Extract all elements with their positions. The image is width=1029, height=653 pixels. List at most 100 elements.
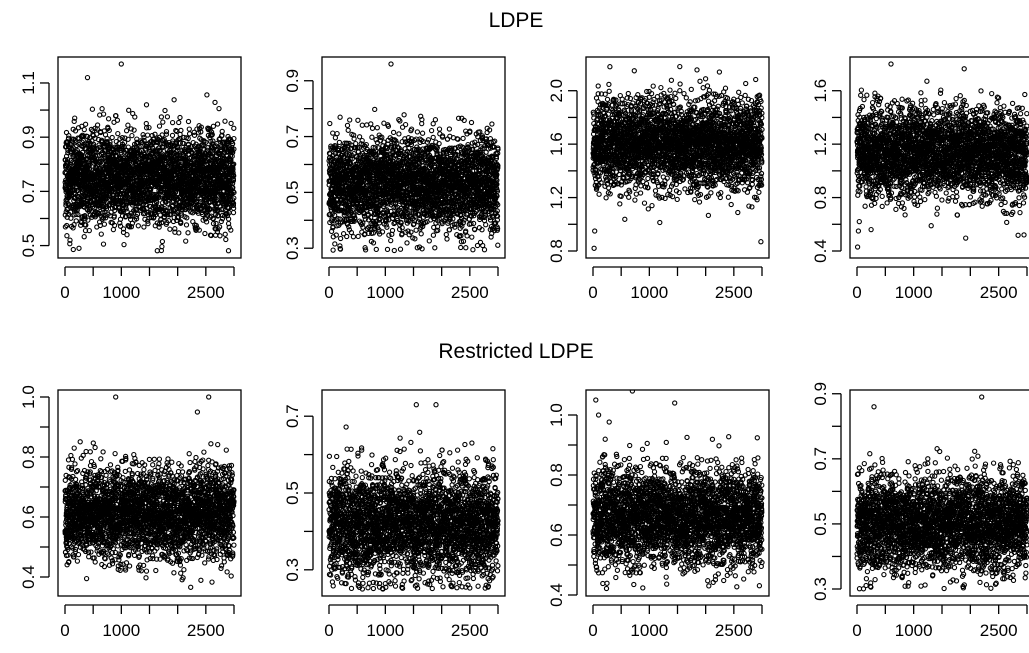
data-point (143, 102, 150, 108)
y-tick-label: 0.3 (283, 236, 302, 260)
data-point (344, 122, 351, 129)
data-point (166, 218, 172, 224)
data-point (230, 209, 237, 216)
data-point (430, 232, 437, 238)
data-point (344, 140, 350, 146)
data-point (176, 230, 182, 236)
data-point (350, 234, 357, 240)
data-point (412, 236, 418, 242)
data-point (110, 226, 117, 233)
data-point (362, 247, 369, 253)
data-point (177, 114, 183, 121)
data-point (373, 246, 379, 253)
data-point (372, 106, 378, 113)
data-point (64, 206, 70, 213)
data-point (195, 193, 201, 199)
data-point (411, 221, 417, 227)
data-point (159, 132, 165, 138)
data-point (70, 145, 76, 151)
data-point (82, 121, 89, 127)
data-point (100, 111, 107, 117)
data-point (191, 132, 198, 138)
plot-frame (57, 56, 242, 259)
data-point (414, 129, 421, 135)
data-point (399, 139, 405, 145)
data-point (210, 220, 217, 227)
data-point (327, 120, 333, 127)
data-point (349, 156, 355, 162)
data-point (118, 61, 124, 67)
data-point (351, 218, 357, 224)
data-point (340, 183, 346, 189)
data-point (391, 137, 398, 143)
data-point (330, 130, 336, 136)
data-point (332, 151, 339, 157)
data-point (73, 218, 79, 224)
data-point (432, 117, 439, 123)
data-point (75, 187, 81, 194)
data-point (381, 139, 387, 145)
data-point (230, 205, 237, 211)
data-point (219, 128, 225, 135)
data-point (163, 131, 170, 137)
data-point (155, 139, 161, 146)
data-point (119, 134, 125, 141)
data-point (89, 106, 96, 112)
data-point (215, 207, 221, 214)
data-point (141, 224, 147, 230)
data-point (98, 231, 104, 237)
data-point (81, 126, 87, 133)
data-point (94, 122, 101, 128)
data-point (210, 123, 217, 129)
data-point (383, 216, 389, 223)
data-point (390, 129, 397, 136)
data-point (82, 216, 88, 222)
data-point (71, 222, 77, 228)
data-point (362, 245, 368, 251)
data-point (176, 119, 182, 126)
data-point (143, 120, 149, 127)
data-point (156, 123, 163, 129)
data-point (71, 118, 77, 125)
x-tick-label: 2500 (187, 283, 225, 302)
data-point (345, 127, 351, 133)
data-point (117, 223, 124, 229)
data-point (368, 121, 374, 127)
data-point (67, 241, 73, 247)
data-point (416, 212, 422, 218)
data-point (168, 146, 174, 153)
x-tick-label: 1000 (366, 283, 404, 302)
data-point (64, 233, 70, 239)
data-point (231, 125, 237, 131)
data-point (120, 229, 127, 236)
data-point (100, 241, 107, 247)
data-point (369, 134, 375, 140)
data-point (225, 248, 232, 254)
data-point (426, 238, 432, 244)
data-point (388, 154, 394, 160)
data-point (388, 237, 394, 244)
data-point (408, 141, 415, 148)
data-point (210, 138, 216, 144)
data-point (96, 142, 102, 148)
data-point (82, 213, 88, 219)
data-point (208, 129, 215, 135)
scatter-points (326, 61, 501, 254)
data-point (101, 221, 108, 227)
data-point (216, 224, 223, 230)
data-point (114, 117, 121, 123)
data-point (348, 142, 354, 148)
data-point (99, 106, 105, 112)
data-point (351, 136, 357, 142)
data-point (68, 215, 74, 221)
row-title-restricted-ldpe: Restricted LDPE (438, 340, 593, 363)
data-point (372, 154, 379, 160)
data-point (146, 124, 152, 131)
data-point (156, 224, 162, 230)
data-point (386, 232, 392, 238)
data-point (231, 161, 237, 167)
data-point (179, 207, 185, 213)
